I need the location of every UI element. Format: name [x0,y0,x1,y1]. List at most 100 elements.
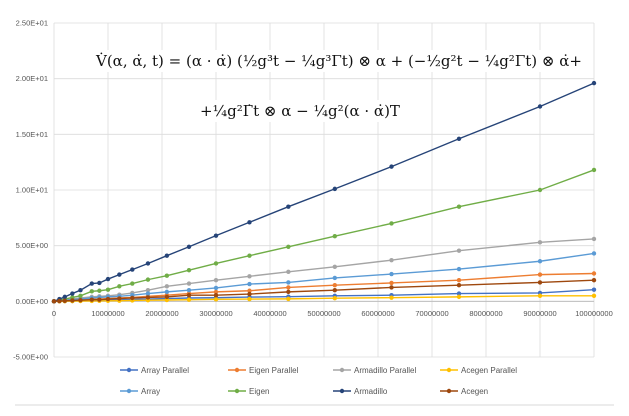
data-point [164,294,170,300]
data-point [97,288,102,293]
data-point [78,288,83,293]
legend-item: Acegen Parallel [440,366,517,375]
data-point [389,280,394,286]
y-tick-label: 5.00E+00 [16,241,48,250]
data-point [186,297,192,302]
data-point [389,221,394,226]
x-tick-label: 100000000 [575,309,613,318]
data-point [591,80,597,86]
data-point [213,261,219,266]
data-point [145,288,151,293]
data-point [286,289,291,295]
data-point [537,293,543,298]
data-point [332,288,337,293]
legend-swatch-marker [234,367,240,373]
x-tick-label: 0 [52,309,56,318]
x-tick-label: 90000000 [523,309,556,318]
y-tick-label: -5.00E+00 [13,353,48,362]
data-point [247,220,252,225]
data-point [537,187,543,193]
data-point [591,251,597,256]
data-point [591,167,597,173]
data-point [591,277,597,283]
data-point [456,248,462,253]
data-point [97,297,102,302]
equation-line-1: V̇(α, α̇, t) = (α · α̇) (½g³t − ¼g³Γt) ⊗… [92,50,586,72]
data-point [130,295,135,301]
data-point [70,291,75,296]
data-point [145,291,151,296]
legend-item: Eigen Parallel [228,366,299,375]
data-point [145,277,151,282]
data-point [247,296,252,302]
data-point [78,293,83,298]
data-point [591,293,597,298]
legend-swatch-marker [126,367,132,373]
data-point [332,234,337,239]
data-point [89,297,95,302]
data-point [591,236,597,242]
data-point [456,204,462,209]
data-point [105,296,111,302]
y-tick-label: 2.00E+01 [16,74,48,83]
x-tick-label: 20000000 [145,309,178,318]
x-tick-label: 50000000 [307,309,340,318]
x-tick-label: 30000000 [199,309,232,318]
data-point [117,296,122,301]
x-tick-label: 80000000 [469,309,502,318]
data-point [247,291,252,297]
data-point [537,280,543,285]
data-point [130,281,135,286]
legend-item: Array [120,387,160,396]
series-armadillo [51,80,597,304]
data-point [456,291,462,296]
data-point [247,274,252,279]
data-point [286,269,291,275]
data-point [57,298,62,304]
equation-line-2: +¼g²Γ̇t ⊗ α − ¼g²(α · α̇)T [196,100,404,122]
data-point [213,289,219,295]
data-point [456,136,462,141]
data-point [62,298,67,303]
data-point [186,293,192,298]
data-point [389,257,394,263]
data-point [247,281,252,287]
data-point [456,282,462,288]
data-point [145,261,151,266]
data-point [332,282,337,288]
data-point [389,271,394,277]
x-tick-label: 60000000 [361,309,394,318]
legend-item: Eigen [228,387,269,396]
data-point [105,287,111,292]
data-point [78,298,83,303]
legend-swatch-marker [126,388,132,394]
y-tick-label: 2.50E+01 [16,19,48,28]
y-tick-label: 0.00E+00 [16,297,48,306]
data-point [105,276,111,282]
data-point [286,296,291,302]
legend-item: Acegen [440,387,488,396]
series-eigen [51,167,597,304]
data-point [186,281,192,286]
data-point [247,253,252,258]
x-tick-label: 40000000 [253,309,286,318]
data-point [456,294,462,300]
legend-swatch-marker [339,388,345,394]
y-tick-label: 1.50E+01 [16,130,48,139]
data-point [89,289,95,294]
data-point [164,273,170,278]
data-point [213,297,219,302]
data-point [332,296,337,301]
legend-swatch-marker [446,367,452,373]
data-point [186,244,192,249]
data-point [130,267,135,272]
data-point [117,284,122,289]
data-point [164,253,170,258]
data-point [591,271,597,276]
data-point [537,240,543,245]
data-point [213,285,219,291]
data-point [117,272,122,277]
data-point [389,285,394,290]
legend-label: Eigen Parallel [249,366,299,375]
